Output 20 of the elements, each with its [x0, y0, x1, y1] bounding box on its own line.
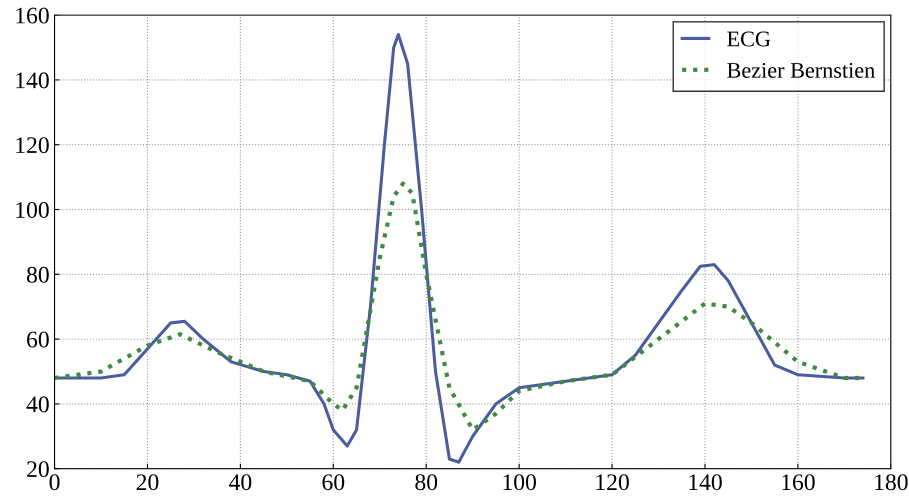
y-tick-label: 120	[16, 137, 49, 154]
x-tick-label: 0	[50, 474, 60, 490]
x-tick-label: 120	[596, 474, 629, 490]
y-tick-label: 140	[16, 72, 49, 88]
y-tick-label: 60	[27, 332, 49, 348]
x-tick-label: 100	[504, 474, 536, 490]
y-tick-label: 40	[26, 396, 49, 412]
y-tick-label: 160	[16, 8, 49, 24]
legend-label: ECG	[727, 32, 770, 46]
x-tick-label: 80	[415, 474, 438, 490]
x-tick-label: 20	[136, 474, 158, 490]
y-tick-label: 20	[27, 461, 49, 478]
x-tick-label: 160	[782, 474, 815, 490]
x-tick-label: 60	[322, 474, 344, 490]
legend-label: Bezier Bernstien	[727, 62, 875, 78]
y-tick-label: 100	[16, 202, 49, 218]
x-tick-label: 140	[689, 474, 722, 490]
x-tick-label: 40	[229, 474, 252, 490]
y-tick-label: 80	[26, 266, 49, 283]
x-tick-label: 180	[875, 474, 908, 490]
